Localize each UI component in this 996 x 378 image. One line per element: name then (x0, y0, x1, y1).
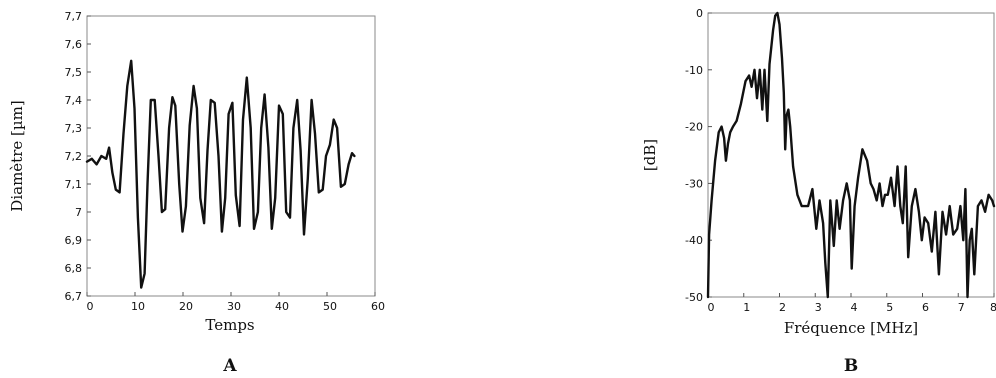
chart-a-y-tick-label: 6,8 (65, 262, 83, 275)
chart-a-ylabel: Diamètre [µm] (8, 100, 26, 211)
chart-b-x-tick-label: 3 (815, 301, 822, 314)
chart-b-line-series (706, 11, 996, 299)
chart-a-y-tick-label: 7 (75, 206, 82, 219)
chart-a-y-tick-label: 7,6 (65, 38, 83, 51)
chart-b-xlabel: Fréquence [MHz] (784, 319, 918, 337)
chart-b-y-tick-label: 0 (696, 7, 703, 20)
chart-b-x-tick-label: 2 (779, 301, 786, 314)
chart-b-x-tick-label: 8 (990, 301, 996, 314)
chart-a-xlabel: Temps (205, 316, 254, 334)
chart-b-panel-label: B (844, 356, 858, 376)
chart-a-panel-label: A (222, 356, 237, 376)
chart-a-x-tick-label: 60 (371, 300, 385, 313)
chart-a-y-tick-label: 6,9 (65, 234, 83, 247)
chart-b-y-tick-label: -10 (685, 64, 703, 77)
chart-b-y-tick-label: -40 (685, 234, 703, 247)
chart-a-x-tick-label: 50 (323, 300, 337, 313)
chart-b-x-tick-label: 1 (743, 301, 750, 314)
chart-a-x-tick-label: 30 (227, 300, 241, 313)
chart-b-y-tick-label: -20 (685, 121, 703, 134)
chart-b-x-tick-label: 5 (886, 301, 893, 314)
chart-b-x-tick-label: 6 (922, 301, 929, 314)
chart-a-y-tick-label: 7,7 (65, 10, 83, 23)
chart-b-x-tick-label: 0 (708, 301, 715, 314)
chart-b-y-tick-label: -50 (685, 291, 703, 304)
chart-b-ylabel: [dB] (641, 139, 659, 171)
chart-b-x-tick-label: 4 (851, 301, 858, 314)
chart-b-ticks: -50 -40 -30 -20 -10 0 0 1 2 3 4 5 6 7 8 (685, 7, 996, 314)
chart-a-y-tick-label: 7,4 (65, 94, 83, 107)
chart-a-x-tick-label: 10 (131, 300, 145, 313)
chart-a: 6,7 6,8 6,9 7 7,1 7,2 7,3 7,4 7,5 7,6 7,7 0 10 20 30 40… (8, 10, 385, 376)
chart-a-y-tick-label: 6,7 (65, 290, 83, 303)
chart-a-y-tick-label: 7,2 (65, 150, 83, 163)
chart-a-plot-frame (86, 15, 376, 297)
chart-a-ticks: 6,7 6,8 6,9 7 7,1 7,2 7,3 7,4 7,5 7,6 7,7 0 10 20 30 40… (65, 10, 386, 313)
chart-a-line-series (85, 59, 356, 289)
chart-a-y-tick-label: 7,5 (65, 66, 83, 79)
chart-b: -50 -40 -30 -20 -10 0 0 1 2 3 4 5 6 7 8 Fréquence [MHz… (641, 7, 996, 376)
chart-a-x-tick-label: 20 (179, 300, 193, 313)
chart-a-y-tick-label: 7,1 (65, 178, 83, 191)
chart-b-x-tick-label: 7 (958, 301, 965, 314)
chart-a-x-tick-label: 40 (275, 300, 289, 313)
chart-a-y-tick-label: 7,3 (65, 122, 83, 135)
chart-a-x-tick-label: 0 (87, 300, 94, 313)
chart-b-y-tick-label: -30 (685, 177, 703, 190)
